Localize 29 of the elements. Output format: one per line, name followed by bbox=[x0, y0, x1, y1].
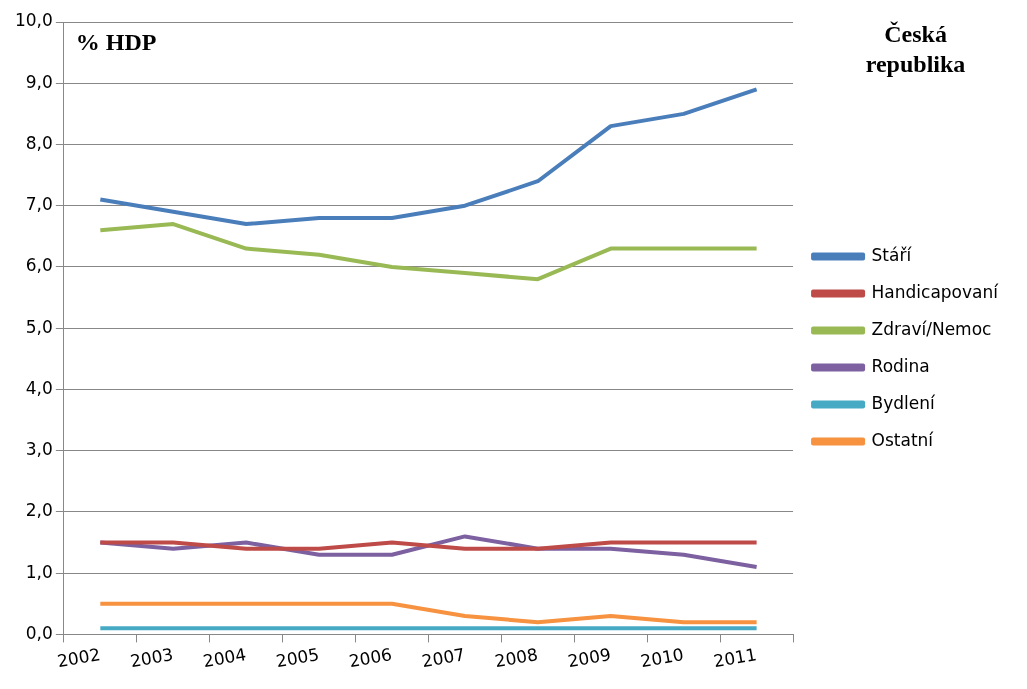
x-tick-label: 2005 bbox=[274, 644, 321, 672]
y-tick-label: 7,0 bbox=[25, 194, 53, 215]
y-tick-label: 2,0 bbox=[25, 500, 53, 521]
x-tick-label: 2010 bbox=[639, 644, 686, 672]
y-tick-label: 6,0 bbox=[25, 255, 53, 276]
y-tick-label: 9,0 bbox=[25, 71, 53, 92]
legend-label: Handicapovaní bbox=[871, 281, 1000, 302]
y-tick-label: 1,0 bbox=[25, 561, 53, 582]
y-tick-label: 5,0 bbox=[25, 316, 53, 337]
legend-label: Ostatní bbox=[871, 429, 935, 450]
y-tick-label: 10,0 bbox=[14, 10, 53, 31]
x-tick-label: 2003 bbox=[128, 644, 175, 672]
legend-label: Bydlení bbox=[871, 392, 937, 413]
legend-label: Stáří bbox=[871, 244, 913, 265]
text: Česká republika bbox=[865, 21, 966, 78]
x-tick-label: 2002 bbox=[55, 644, 102, 672]
y-tick-label: 8,0 bbox=[25, 132, 53, 153]
y-tick-label: 0,0 bbox=[25, 622, 53, 643]
y-tick-label: 4,0 bbox=[25, 377, 53, 398]
x-tick-label: 2011 bbox=[712, 644, 759, 672]
legend-label: Rodina bbox=[871, 355, 930, 376]
legend-label: Zdraví/Nemoc bbox=[871, 318, 992, 339]
x-tick-label: 2008 bbox=[493, 644, 540, 672]
y-axis-title: % HDP bbox=[75, 29, 157, 56]
x-tick-label: 2009 bbox=[566, 644, 613, 672]
x-tick-label: 2006 bbox=[347, 644, 394, 672]
y-tick-label: 3,0 bbox=[25, 439, 53, 460]
x-tick-label: 2007 bbox=[420, 644, 467, 672]
x-tick-label: 2004 bbox=[201, 644, 248, 672]
